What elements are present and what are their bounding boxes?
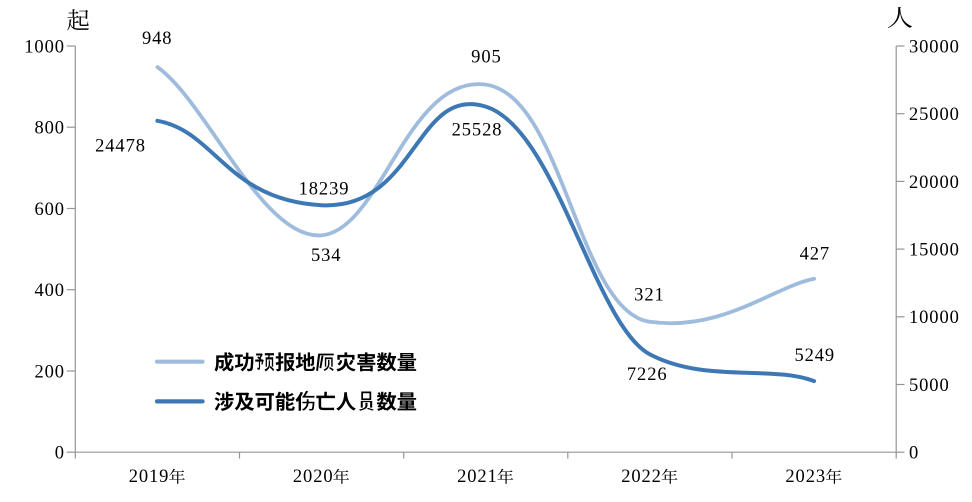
svg-text:200: 200 [34,362,64,382]
svg-text:600: 600 [34,200,64,220]
svg-text:25528: 25528 [452,121,503,141]
svg-text:534: 534 [311,246,341,266]
svg-text:5249: 5249 [794,346,835,366]
svg-text:905: 905 [471,47,501,67]
svg-text:7226: 7226 [627,365,668,385]
svg-text:0: 0 [55,444,65,464]
svg-text:2020: 2020 [293,467,334,487]
svg-text:2023: 2023 [785,467,826,487]
svg-text:25000: 25000 [909,105,960,125]
svg-text:2022: 2022 [621,467,662,487]
svg-text:20000: 20000 [909,173,960,193]
svg-text:400: 400 [34,281,64,301]
svg-text:30000: 30000 [909,37,960,57]
svg-text:24478: 24478 [95,137,146,157]
svg-text:800: 800 [34,119,64,139]
svg-text:0: 0 [909,444,919,464]
svg-text:427: 427 [800,244,830,264]
svg-text:1000: 1000 [24,37,65,57]
svg-text:5000: 5000 [909,376,950,396]
svg-text:2019: 2019 [129,467,170,487]
svg-text:10000: 10000 [909,308,960,328]
svg-text:15000: 15000 [909,241,960,261]
svg-text:18239: 18239 [299,180,350,200]
svg-text:948: 948 [142,29,172,49]
svg-text:321: 321 [634,286,664,306]
svg-text:2021: 2021 [457,467,498,487]
